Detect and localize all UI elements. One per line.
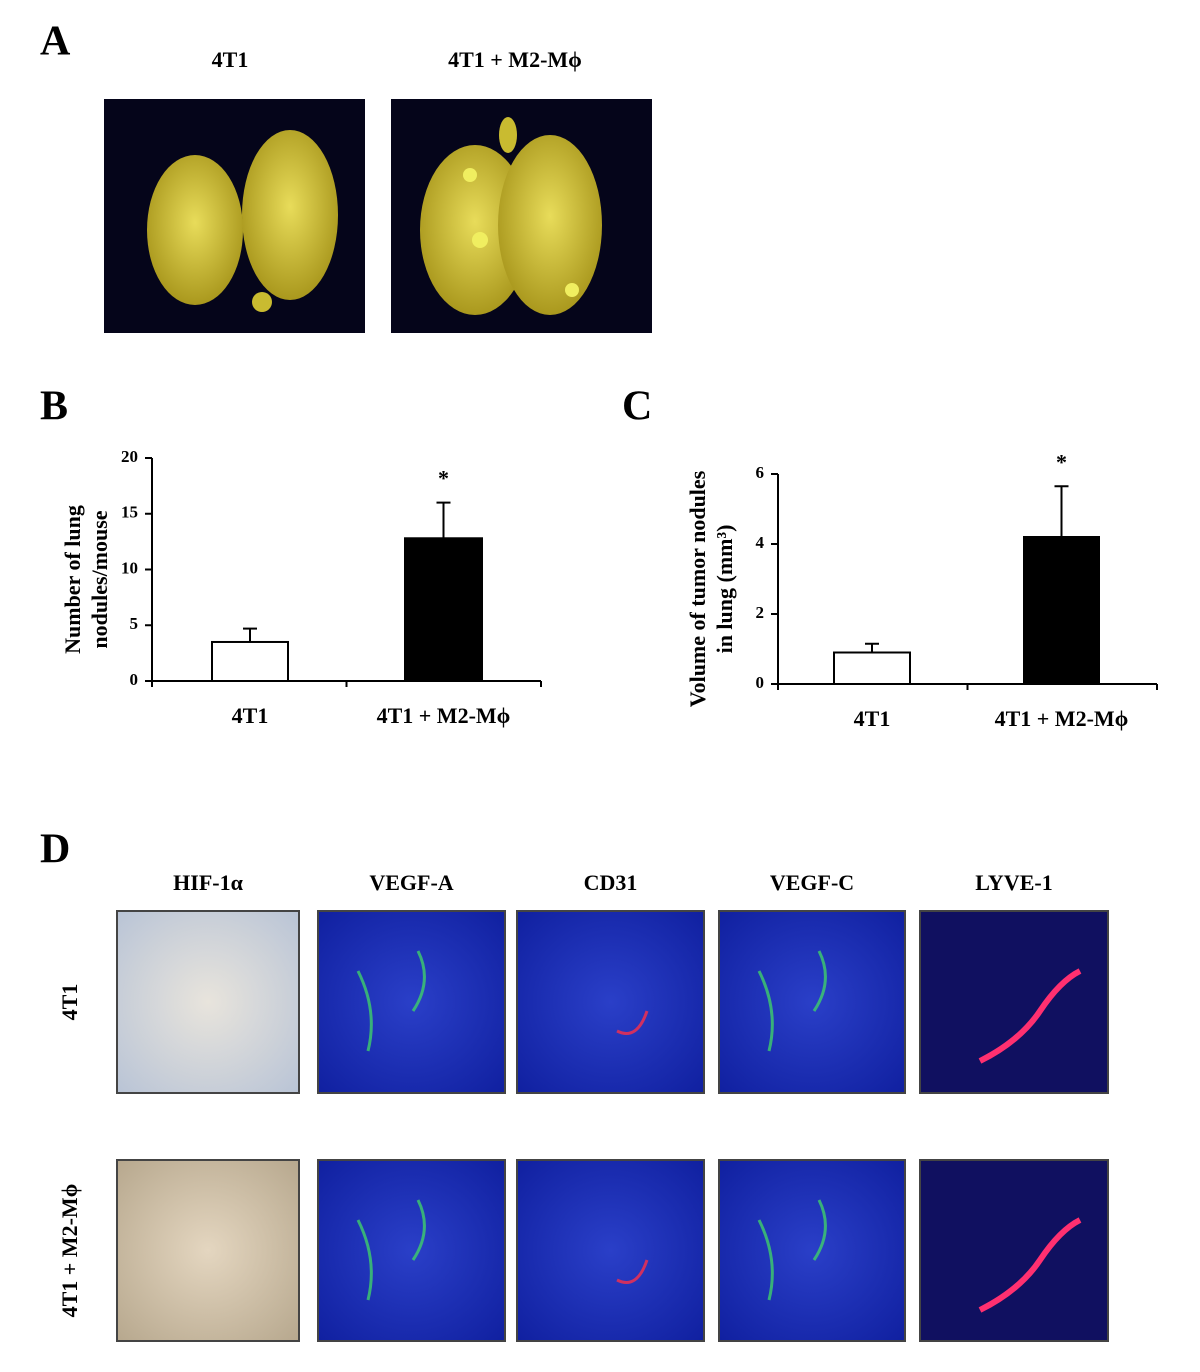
bar [404, 537, 483, 683]
micrograph [718, 1159, 906, 1342]
y-tick-label: 5 [130, 614, 139, 633]
micrograph [317, 1159, 506, 1342]
y-axis-label: Number of lung [60, 505, 85, 654]
micrograph [516, 1159, 705, 1342]
stain [616, 1259, 649, 1284]
column-label: 4T1 [212, 47, 249, 72]
significance-marker: * [1056, 449, 1067, 474]
x-tick-label: 4T1 [854, 706, 891, 731]
micrograph [919, 1159, 1109, 1342]
micrograph [116, 910, 300, 1094]
bar [833, 651, 911, 685]
column-label: VEGF-C [770, 870, 854, 895]
panel-label: D [40, 827, 70, 873]
micrograph [516, 910, 705, 1094]
stain [616, 1010, 649, 1035]
y-tick-label: 20 [121, 447, 138, 466]
column-label: LYVE-1 [975, 870, 1052, 895]
panel-label: B [40, 384, 68, 430]
micrograph [116, 1159, 300, 1342]
row-label: 4T1 [57, 984, 82, 1021]
stain [757, 1199, 827, 1301]
x-tick-label: 4T1 + M2-Mϕ [377, 703, 511, 728]
y-axis-label: in lung (mm³) [712, 525, 737, 654]
column-label: CD31 [584, 870, 638, 895]
panel-label: C [622, 384, 652, 430]
bar [211, 640, 289, 682]
panel-label: A [40, 19, 71, 65]
y-tick-label: 2 [756, 603, 765, 622]
y-tick-label: 0 [130, 670, 139, 689]
y-tick-label: 15 [121, 503, 138, 522]
stain [757, 950, 827, 1052]
significance-marker: * [438, 466, 449, 491]
row-label: 4T1 + M2-Mϕ [57, 1184, 82, 1318]
stain [978, 1217, 1082, 1313]
column-label: 4T1 + M2-Mϕ [448, 47, 582, 72]
lung-photo [104, 99, 365, 333]
x-tick-label: 4T1 + M2-Mϕ [995, 706, 1129, 731]
y-axis-label: Volume of tumor nodules [685, 470, 710, 707]
stain [978, 968, 1082, 1064]
stain [356, 1199, 426, 1301]
bar [1023, 536, 1100, 685]
micrograph [317, 910, 506, 1094]
y-tick-label: 6 [756, 463, 765, 482]
column-label: HIF-1α [173, 870, 243, 895]
y-tick-label: 4 [756, 533, 765, 552]
micrograph [718, 910, 906, 1094]
stain [356, 950, 426, 1052]
y-tick-label: 0 [756, 673, 765, 692]
micrograph [919, 910, 1109, 1094]
y-axis-label: nodules/mouse [87, 510, 112, 648]
y-tick-label: 10 [121, 558, 138, 577]
lung-photo [391, 99, 652, 333]
column-label: VEGF-A [369, 870, 453, 895]
x-tick-label: 4T1 [232, 703, 269, 728]
